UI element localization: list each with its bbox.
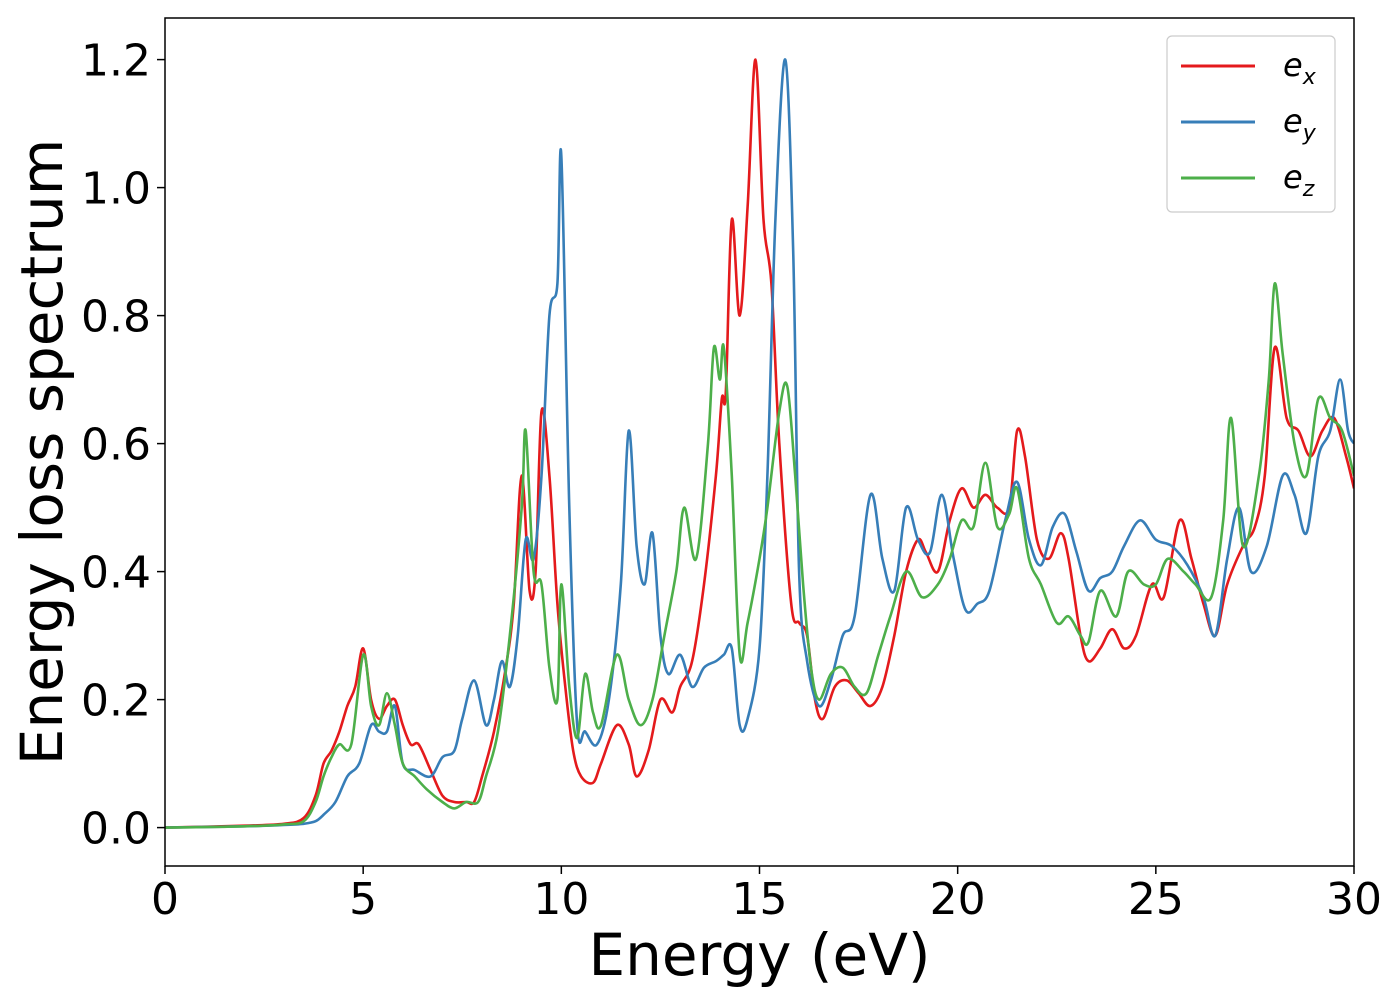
x-axis: 0 5 10 15 20 25 30 (151, 866, 1382, 925)
x-axis-label: Energy (eV) (588, 921, 930, 989)
y-tick-label: 0.8 (81, 292, 151, 343)
x-tick-label: 30 (1326, 874, 1382, 925)
y-tick-label: 1.0 (81, 164, 151, 215)
x-tick-label: 10 (533, 874, 589, 925)
x-tick-label: 20 (930, 874, 986, 925)
series-line-z (165, 282, 1354, 829)
legend-label-z: ez (1283, 158, 1315, 202)
series-line-y (165, 58, 1354, 829)
y-tick-label: 0.4 (81, 548, 151, 599)
x-tick-label: 0 (151, 874, 179, 925)
series-line-x (165, 58, 1354, 829)
y-tick-label: 0.0 (81, 804, 151, 855)
legend-box (1166, 35, 1336, 213)
x-tick-label: 25 (1128, 874, 1184, 925)
y-axis-label: Energy loss spectrum (8, 139, 76, 765)
x-tick-label: 5 (349, 874, 377, 925)
x-tick-label: 15 (732, 874, 788, 925)
plot-lines (165, 58, 1354, 829)
y-tick-label: 0.2 (81, 676, 151, 727)
y-tick-label: 1.2 (81, 36, 151, 87)
y-axis: 0.0 0.2 0.4 0.6 0.8 1.0 1.2 (81, 36, 165, 855)
y-tick-label: 0.6 (81, 420, 151, 471)
